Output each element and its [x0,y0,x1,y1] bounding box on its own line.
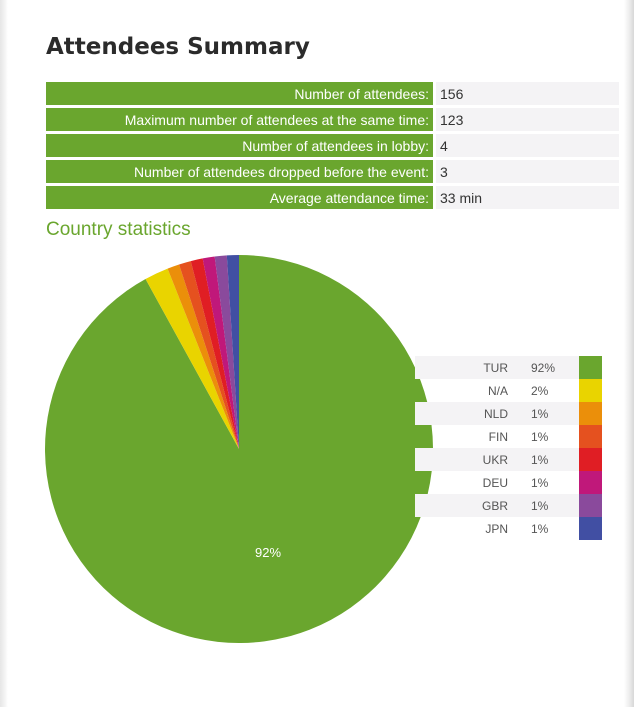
pie-slice-na [145,268,239,449]
page-edge-right [624,0,634,707]
country-statistics-title: Country statistics [46,219,191,240]
pie-slice-jpn [226,255,239,449]
legend-swatch [579,356,602,379]
legend-item: NLD 1% [415,402,602,425]
legend-item: GBR 1% [415,494,602,517]
legend-percent: 1% [531,429,549,444]
legend-label: NLD [415,402,508,425]
legend-percent: 1% [508,448,579,471]
pie-slice-tur [44,255,433,643]
summary-label: Number of attendees: [46,82,436,105]
legend-label: FIN [488,429,508,444]
legend-swatch [579,448,602,471]
pie-slice-gbr [214,255,239,449]
legend-label: JPN [485,521,508,536]
summary-value: 3 [436,157,619,183]
legend-swatch [579,402,602,425]
legend-item: FIN 1% [415,425,602,448]
legend-item: DEU 1% [415,471,602,494]
legend-swatch [579,517,602,540]
page-edge-left [0,0,8,707]
legend-label: UKR [415,448,508,471]
summary-value: 33 min [436,183,619,209]
summary-value: 156 [436,82,619,105]
legend-swatch [579,425,602,448]
country-legend: TUR 92% N/A 2% NLD 1% FIN 1% UKR 1% DEU 1% GBR 1% JPN 1… [415,356,602,540]
summary-label: Average attendance time: [46,183,436,209]
table-row: Average attendance time: 33 min [46,183,619,209]
attendees-summary-table: Number of attendees: 156 Maximum number … [46,82,619,209]
legend-label: TUR [415,356,508,379]
pie-slice-ukr [190,258,239,449]
legend-percent: 1% [531,475,549,490]
legend-item: JPN 1% [415,517,602,540]
legend-label: N/A [487,383,508,398]
legend-percent: 1% [508,402,579,425]
legend-percent: 1% [508,494,579,517]
legend-percent: 92% [508,356,579,379]
summary-label: Number of attendees dropped before the e… [46,157,436,183]
pie-slice-nld [167,264,239,449]
summary-label: Maximum number of attendees at the same … [46,105,436,131]
summary-label: Number of attendees in lobby: [46,131,436,157]
legend-percent: 2% [531,383,549,398]
legend-percent: 1% [531,521,549,536]
legend-item: TUR 92% [415,356,602,379]
legend-swatch [579,379,602,402]
summary-value: 123 [436,105,619,131]
legend-item: N/A 2% [415,379,602,402]
legend-swatch [579,471,602,494]
pie-slice-fin [179,261,239,449]
pie-slice-label: 92% [255,545,281,560]
legend-label: DEU [482,475,508,490]
summary-value: 4 [436,131,619,157]
legend-swatch [579,494,602,517]
pie-slice-deu [202,256,239,449]
legend-item: UKR 1% [415,448,602,471]
table-row: Number of attendees dropped before the e… [46,157,619,183]
table-row: Maximum number of attendees at the same … [46,105,619,131]
page-title: Attendees Summary [46,34,310,60]
legend-label: GBR [415,494,508,517]
table-row: Number of attendees: 156 [46,82,619,105]
table-row: Number of attendees in lobby: 4 [46,131,619,157]
